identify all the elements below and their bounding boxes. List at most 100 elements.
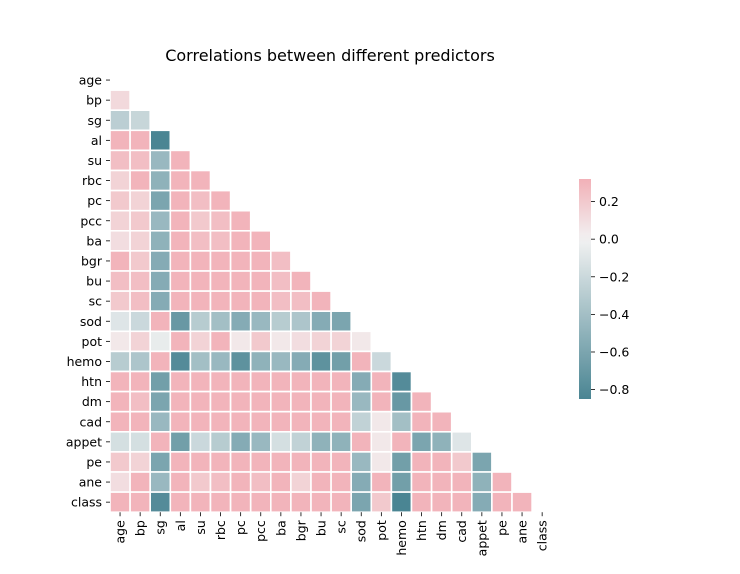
heatmap-cell-ane-sg <box>149 471 172 493</box>
x-tick-label-bgr: bgr <box>293 519 308 541</box>
heatmap-cell-cad-bu <box>310 410 332 433</box>
heatmap-cell-pe-age <box>109 451 131 473</box>
heatmap-cell-al-bp <box>129 129 152 152</box>
heatmap-cell-bu-bgr <box>290 270 312 292</box>
heatmap-cell-rbc-age <box>109 169 131 192</box>
heatmap-cell-htn-pcc <box>249 370 272 393</box>
x-tick-label-ba: ba <box>273 520 288 536</box>
heatmap-cell-ane-ba <box>269 471 292 493</box>
heatmap-cell-cad-pc <box>229 410 252 433</box>
heatmap-cell-ane-pcc <box>249 471 272 493</box>
heatmap-cell-appet-hemo <box>390 430 413 453</box>
x-tick-label-cad: cad <box>454 520 469 542</box>
heatmap-cell-htn-sg <box>149 370 172 393</box>
x-tick-label-appet: appet <box>474 520 489 556</box>
colorbar-tick-label: −0.8 <box>599 382 629 397</box>
heatmap-cell-cad-htn <box>410 410 433 433</box>
heatmap-cell-bgr-bp <box>129 250 152 272</box>
heatmap-cell-pot-sod <box>350 330 373 353</box>
heatmap-cell-appet-rbc <box>209 430 232 453</box>
colorbar-tick-label: −0.4 <box>599 307 629 322</box>
heatmap-cell-bgr-age <box>109 250 131 272</box>
heatmap-cell-class-sc <box>330 491 353 514</box>
heatmap-cell-dm-age <box>109 390 131 413</box>
heatmap-cell-ba-rbc <box>209 230 232 252</box>
heatmap-cell-pot-ba <box>269 330 292 353</box>
heatmap-cell-class-hemo <box>390 491 413 514</box>
heatmap-cell-cad-sod <box>350 410 373 433</box>
heatmap-cell-pot-sc <box>330 330 353 353</box>
heatmap-cell-sc-bgr <box>290 290 312 313</box>
heatmap-cell-pe-sg <box>149 451 172 473</box>
heatmap-cell-bgr-ba <box>269 250 292 272</box>
heatmap-cell-class-age <box>109 491 131 514</box>
x-tick-label-pot: pot <box>374 520 389 541</box>
x-tick-label-bp: bp <box>133 520 148 536</box>
heatmap-cell-class-bgr <box>290 491 312 514</box>
heatmap-cell-bgr-al <box>169 250 192 272</box>
heatmap-cell-dm-bp <box>129 390 152 413</box>
heatmap-cell-appet-age <box>109 430 131 453</box>
colorbar-gradient <box>579 179 591 399</box>
heatmap-cell-ba-age <box>109 230 131 252</box>
heatmap-cell-bu-al <box>169 270 192 292</box>
heatmap-cell-cad-sc <box>330 410 353 433</box>
y-tick-label-age: age <box>79 73 103 88</box>
heatmap-cell-hemo-sc <box>330 350 353 373</box>
heatmap-cell-ane-rbc <box>209 471 232 493</box>
heatmap-cell-pc-al <box>169 189 192 212</box>
heatmap-cell-ane-pc <box>229 471 252 493</box>
heatmap-cell-ane-dm <box>430 471 453 493</box>
heatmap-cell-sc-bu <box>310 290 332 313</box>
y-tick-label-cad: cad <box>80 414 102 429</box>
heatmap-cell-appet-sod <box>350 430 373 453</box>
heatmap-cell-bgr-pc <box>229 250 252 272</box>
heatmap-cell-htn-ba <box>269 370 292 393</box>
heatmap-cell-ba-bp <box>129 230 152 252</box>
heatmap-cell-bu-ba <box>269 270 292 292</box>
heatmap-cell-bu-su <box>189 270 212 292</box>
x-tick-label-dm: dm <box>434 520 449 540</box>
heatmap-cell-dm-pcc <box>249 390 272 413</box>
heatmap-cell-bgr-su <box>189 250 212 272</box>
heatmap-cell-pcc-al <box>169 209 192 232</box>
heatmap-cell-ba-pcc <box>249 230 272 252</box>
x-tick-label-age: age <box>113 520 128 544</box>
heatmap-cell-htn-sod <box>350 370 373 393</box>
heatmap-cell-pot-rbc <box>209 330 232 353</box>
heatmap-cell-pe-pot <box>370 451 393 473</box>
heatmap-cell-pe-bu <box>310 451 332 473</box>
heatmap-cell-pe-pcc <box>249 451 272 473</box>
heatmap-cell-cad-dm <box>430 410 453 433</box>
y-tick-label-sc: sc <box>89 294 103 309</box>
heatmap-cell-appet-pcc <box>249 430 272 453</box>
heatmap-cell-bu-bp <box>129 270 152 292</box>
y-tick-label-pot: pot <box>82 334 103 349</box>
heatmap-cell-appet-al <box>169 430 192 453</box>
heatmap-cell-dm-rbc <box>209 390 232 413</box>
x-tick-label-sod: sod <box>354 520 369 542</box>
heatmap-cell-pe-ba <box>269 451 292 473</box>
heatmap-cell-hemo-al <box>169 350 192 373</box>
heatmap-cell-dm-sc <box>330 390 353 413</box>
heatmap-cell-bgr-rbc <box>209 250 232 272</box>
heatmap-cell-pot-bu <box>310 330 332 353</box>
heatmap-cell-class-dm <box>430 491 453 514</box>
x-axis-tick-labels: age bp sg al su rbc pc pcc ba bgr bu sc sod pot hemo ht… <box>113 512 550 556</box>
heatmap-cell-pe-dm <box>430 451 453 473</box>
heatmap-cell-pot-su <box>189 330 212 353</box>
heatmap-cell-hemo-bu <box>310 350 332 373</box>
heatmap-cell-ane-cad <box>450 471 473 493</box>
heatmap-cell-hemo-pcc <box>249 350 272 373</box>
heatmap-cell-ane-bgr <box>290 471 312 493</box>
heatmap-cell-bgr-pcc <box>249 250 272 272</box>
heatmap-cell-dm-hemo <box>390 390 413 413</box>
chart-title: Correlations between different predictor… <box>165 46 495 65</box>
x-tick-label-htn: htn <box>414 520 429 541</box>
y-tick-label-bu: bu <box>86 274 102 289</box>
heatmap-cell-appet-cad <box>450 430 473 453</box>
heatmap-cell-cad-bgr <box>290 410 312 433</box>
heatmap-cell-dm-su <box>189 390 212 413</box>
heatmap-cell-ane-sod <box>350 471 373 493</box>
